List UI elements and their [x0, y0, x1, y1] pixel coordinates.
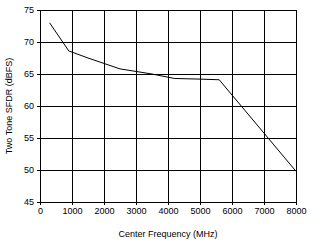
- y-tick-mark: [37, 138, 40, 139]
- x-tick-mark: [296, 202, 297, 205]
- y-tick-label: 65: [24, 69, 34, 79]
- data-area: [50, 23, 296, 171]
- y-tick: 75: [24, 5, 40, 15]
- data-line: [50, 23, 296, 171]
- y-grid-line: [40, 138, 296, 139]
- y-tick-label: 55: [24, 133, 34, 143]
- y-tick-label: 70: [24, 37, 34, 47]
- x-tick-label: 2000: [94, 206, 114, 216]
- x-tick-mark: [200, 202, 201, 205]
- x-tick-label: 6000: [222, 206, 242, 216]
- chart: 0 1000 2000 3000 4000 5000 6000 7000 8000 45 50 55 6…: [0, 0, 321, 243]
- x-tick: 2000: [94, 202, 114, 216]
- y-axis-line: [40, 11, 41, 203]
- y-tick: 55: [24, 133, 40, 143]
- y-grid-line: [40, 42, 296, 43]
- y-grid-line: [40, 170, 296, 171]
- x-tick-label: 1000: [62, 206, 82, 216]
- y-tick-mark: [37, 170, 40, 171]
- x-tick-mark: [72, 202, 73, 205]
- x-axis-title: Center Frequency (MHz): [118, 229, 217, 239]
- x-axis: 0 1000 2000 3000 4000 5000 6000 7000 8000: [38, 202, 307, 216]
- y-tick: 60: [24, 101, 40, 111]
- y-axis-title: Two Tone SFDR (dBFS): [4, 58, 14, 154]
- y-tick-label: 75: [24, 5, 34, 15]
- y-tick: 70: [24, 37, 40, 47]
- x-tick-label: 5000: [190, 206, 210, 216]
- x-tick-label: 4000: [158, 206, 178, 216]
- x-tick-mark: [264, 202, 265, 205]
- x-tick: 0: [38, 202, 43, 216]
- y-tick-mark: [37, 106, 40, 107]
- x-tick-mark: [136, 202, 137, 205]
- x-tick: 6000: [222, 202, 242, 216]
- y-tick-mark: [37, 42, 40, 43]
- y-tick-label: 60: [24, 101, 34, 111]
- y-tick: 65: [24, 69, 40, 79]
- x-tick: 5000: [190, 202, 210, 216]
- x-tick-mark: [232, 202, 233, 205]
- x-tick-mark: [104, 202, 105, 205]
- y-grid-line: [40, 106, 296, 107]
- x-tick: 7000: [254, 202, 274, 216]
- y-axis: 45 50 55 60 65 70 75: [24, 5, 41, 207]
- x-tick: 3000: [126, 202, 146, 216]
- y-tick-mark: [37, 10, 40, 11]
- y-tick: 50: [24, 165, 40, 175]
- grid: [40, 10, 296, 202]
- x-tick-label: 0: [38, 206, 43, 216]
- x-tick: 8000: [286, 202, 306, 216]
- y-tick-mark: [37, 202, 40, 203]
- x-tick-label: 7000: [254, 206, 274, 216]
- y-tick-label: 45: [24, 197, 34, 207]
- x-tick-mark: [168, 202, 169, 205]
- plot: 0 1000 2000 3000 4000 5000 6000 7000 8000 45 50 55 6…: [24, 5, 307, 216]
- x-tick-label: 3000: [126, 206, 146, 216]
- y-tick-label: 50: [24, 165, 34, 175]
- x-tick-label: 8000: [286, 206, 306, 216]
- x-tick: 4000: [158, 202, 178, 216]
- y-tick-mark: [37, 74, 40, 75]
- y-tick: 45: [24, 197, 40, 207]
- x-tick: 1000: [62, 202, 82, 216]
- y-grid-line: [40, 74, 296, 75]
- plot-frame: [40, 10, 296, 202]
